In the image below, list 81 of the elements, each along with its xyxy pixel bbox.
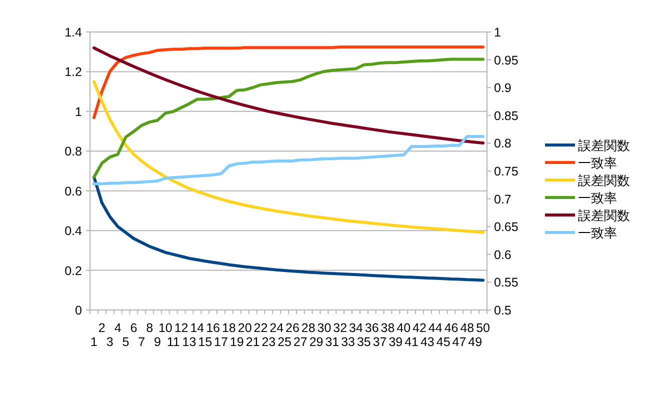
y2-tick-label: 0.6 (494, 248, 512, 262)
y-tick-label: 0 (75, 304, 82, 318)
x-tick-label: 36 (364, 321, 379, 335)
x-tick-label: 12 (174, 321, 188, 335)
x-tick-label: 49 (468, 335, 482, 349)
y2-tick-label: 0.75 (494, 164, 518, 178)
x-tick-label: 42 (412, 321, 427, 335)
x-tick-label: 15 (198, 335, 212, 349)
x-tick-label: 17 (214, 335, 228, 349)
x-tick-label: 26 (286, 321, 300, 335)
x-tick-label: 34 (349, 321, 363, 335)
x-tick-label: 10 (158, 321, 172, 335)
x-tick-label: 8 (146, 321, 154, 335)
x-tick-label: 35 (356, 335, 371, 349)
y-tick-label: 1 (75, 104, 82, 119)
x-tick-label: 16 (206, 321, 220, 335)
line-series (92, 80, 485, 234)
x-tick-label: 25 (278, 335, 292, 349)
y2-tick-label: 1 (494, 26, 501, 40)
x-tick-label: 31 (325, 335, 340, 349)
y-tick-label: 0.8 (64, 144, 82, 159)
y2-tick-label: 0.9 (494, 81, 512, 96)
x-tick-label: 24 (270, 321, 284, 335)
x-tick-label: 47 (452, 335, 466, 349)
line-series (92, 58, 485, 179)
y-tick-label: 1.2 (64, 65, 82, 80)
x-tick-label: 4 (114, 321, 122, 335)
x-tick-label: 22 (254, 321, 268, 335)
legend-label: 一致率 (578, 226, 617, 240)
y2-tick-label: 0.95 (494, 53, 518, 68)
x-tick-label: 6 (130, 321, 138, 335)
legend-label: 誤差関数 (578, 208, 630, 223)
x-tick-label: 33 (341, 335, 356, 349)
line-series (92, 46, 485, 120)
legend-label: 誤差関数 (578, 173, 630, 188)
line-series (92, 46, 485, 144)
x-tick-label: 21 (246, 335, 260, 349)
x-tick-label: 23 (262, 335, 276, 349)
x-tick-label: 38 (380, 321, 395, 335)
y2-tick-label: 0.8 (494, 136, 512, 151)
x-tick-label: 28 (301, 321, 316, 335)
x-tick-label: 37 (372, 335, 387, 349)
x-tick-label: 48 (460, 321, 474, 335)
y2-tick-label: 0.85 (494, 108, 518, 123)
x-tick-label: 3 (106, 335, 114, 349)
y2-tick-label: 0.55 (494, 276, 518, 290)
x-tick-label: 2 (98, 321, 106, 335)
legend-label: 誤差関数 (578, 138, 630, 153)
x-tick-label: 19 (230, 335, 244, 349)
y-tick-label: 0.4 (64, 224, 82, 238)
x-tick-label: 11 (166, 335, 180, 349)
x-tick-label: 32 (333, 321, 348, 335)
x-tick-label: 50 (476, 321, 490, 335)
line-series (92, 135, 485, 186)
x-tick-label: 14 (190, 321, 204, 335)
legend-label: 一致率 (578, 156, 617, 170)
x-tick-label: 39 (388, 335, 403, 349)
x-tick-label: 40 (396, 321, 411, 335)
x-tick-label: 41 (404, 335, 419, 349)
y2-tick-label: 0.7 (494, 192, 512, 206)
x-tick-label: 20 (238, 321, 252, 335)
x-tick-label: 1 (90, 335, 98, 349)
y2-tick-label: 0.5 (494, 304, 512, 318)
x-tick-label: 27 (293, 335, 308, 349)
line-series (92, 175, 485, 282)
legend-label: 一致率 (578, 190, 617, 206)
x-tick-label: 30 (317, 321, 332, 335)
x-tick-label: 29 (309, 335, 324, 349)
x-tick-label: 43 (420, 335, 434, 349)
x-tick-label: 7 (138, 335, 146, 349)
x-tick-label: 44 (428, 321, 442, 335)
x-tick-label: 5 (122, 335, 130, 349)
x-tick-label: 46 (444, 321, 458, 335)
x-tick-label: 18 (222, 321, 236, 335)
y2-tick-label: 0.65 (494, 220, 518, 234)
y-tick-label: 0.6 (64, 184, 82, 198)
x-tick-label: 13 (182, 335, 196, 349)
x-tick-label: 45 (436, 335, 450, 349)
y-tick-label: 1.4 (64, 26, 82, 40)
y-tick-label: 0.2 (64, 264, 82, 278)
x-tick-label: 9 (154, 335, 162, 349)
